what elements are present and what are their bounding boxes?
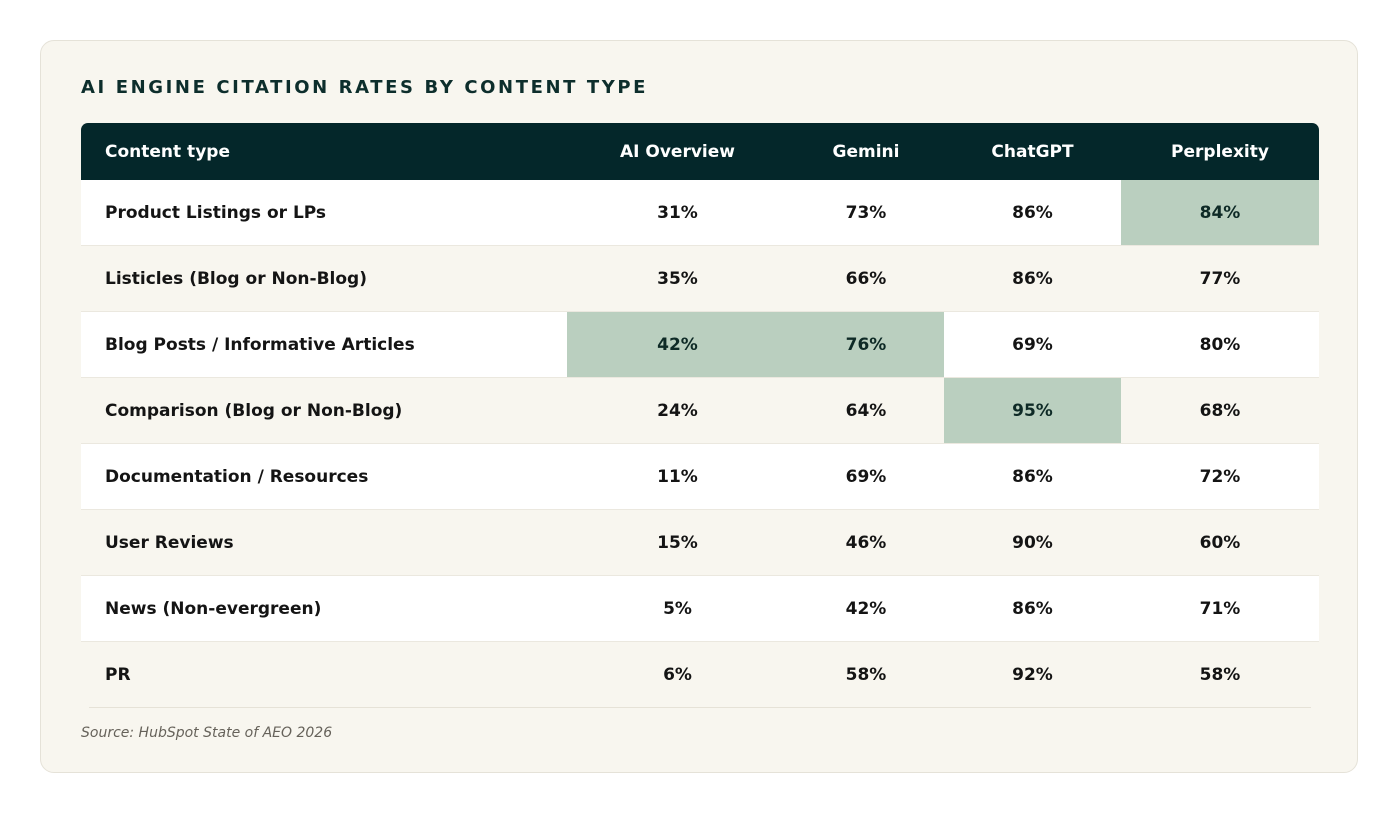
column-header-ai-overview: AI Overview (620, 141, 735, 162)
citation-table: Content type AI Overview Gemini ChatGPT … (81, 123, 1319, 708)
table-body: Product Listings or LPs 31% 73% 86% 84% Listi… (81, 180, 1319, 708)
row-label: User Reviews (105, 532, 234, 553)
value-cell-chatgpt: 86% (1012, 598, 1053, 619)
row-label: Documentation / Resources (105, 466, 369, 487)
table-row: Blog Posts / Informative Articles 42% 76% 6… (81, 312, 1319, 378)
value-cell-ai-overview: 42% (567, 312, 788, 377)
value-cell-gemini: 42% (845, 598, 887, 619)
value-cell-gemini: 58% (845, 665, 887, 685)
value-cell-ai-overview: 24% (657, 400, 698, 421)
row-label: News (Non-evergreen) (105, 598, 322, 619)
value-cell-chatgpt: 92% (1012, 665, 1053, 685)
value-cell-gemini: 69% (845, 466, 887, 487)
value-cell-ai-overview: 5% (663, 598, 692, 619)
value-cell-chatgpt: 95% (944, 378, 1121, 443)
value-cell-perplexity: 72% (1199, 466, 1241, 487)
value-cell-perplexity: 58% (1199, 665, 1241, 685)
value-cell-chatgpt: 86% (1012, 466, 1053, 487)
value-cell-perplexity: 60% (1199, 532, 1241, 553)
table-row: User Reviews 15% 46% 90% 60% (81, 510, 1319, 576)
value-cell-chatgpt: 90% (1012, 532, 1053, 553)
table-header-row: Content type AI Overview Gemini ChatGPT … (81, 123, 1319, 180)
row-label: Blog Posts / Informative Articles (105, 334, 415, 355)
row-label: Comparison (Blog or Non-Blog) (105, 400, 403, 421)
row-label: Listicles (Blog or Non-Blog) (105, 268, 367, 289)
table-row: Product Listings or LPs 31% 73% 86% 84% (81, 180, 1319, 246)
footer-divider (89, 707, 1311, 708)
table-row: Comparison (Blog or Non-Blog) 24% 64% 95% 68… (81, 378, 1319, 444)
column-header-perplexity: Perplexity (1171, 141, 1269, 162)
column-header-chatgpt: ChatGPT (991, 141, 1074, 162)
value-cell-gemini: 73% (845, 202, 887, 223)
table-card: AI ENGINE CITATION RATES BY CONTENT TYPE… (40, 40, 1358, 773)
value-cell-ai-overview: 31% (657, 202, 698, 223)
table-row: Listicles (Blog or Non-Blog) 35% 66% 86% 77% (81, 246, 1319, 312)
chart-title: AI ENGINE CITATION RATES BY CONTENT TYPE (81, 77, 649, 98)
value-cell-perplexity: 80% (1199, 334, 1241, 355)
value-cell-ai-overview: 11% (657, 466, 698, 487)
value-cell-perplexity: 77% (1199, 268, 1241, 289)
value-cell-chatgpt: 86% (1012, 268, 1053, 289)
row-label: Product Listings or LPs (105, 202, 327, 223)
table-row: News (Non-evergreen) 5% 42% 86% 71% (81, 576, 1319, 642)
value-cell-gemini: 46% (845, 532, 887, 553)
value-cell-ai-overview: 6% (663, 665, 692, 685)
value-cell-ai-overview: 15% (657, 532, 698, 553)
value-cell-chatgpt: 86% (1012, 202, 1053, 223)
column-header-content-type: Content type (105, 141, 230, 162)
row-label: PR (105, 665, 131, 685)
source-note: Source: HubSpot State of AEO 2026 (81, 725, 333, 741)
value-cell-perplexity: 71% (1199, 598, 1241, 619)
table-row: Documentation / Resources 11% 69% 86% 72% (81, 444, 1319, 510)
value-cell-perplexity: 68% (1199, 400, 1241, 421)
column-header-gemini: Gemini (832, 141, 900, 162)
table-row: PR 6% 58% 92% 58% (81, 642, 1319, 708)
value-cell-gemini: 76% (788, 312, 944, 377)
value-cell-gemini: 66% (845, 268, 887, 289)
value-cell-gemini: 64% (845, 400, 887, 421)
value-cell-chatgpt: 69% (1012, 334, 1053, 355)
value-cell-ai-overview: 35% (657, 268, 698, 289)
value-cell-perplexity: 84% (1121, 180, 1319, 245)
